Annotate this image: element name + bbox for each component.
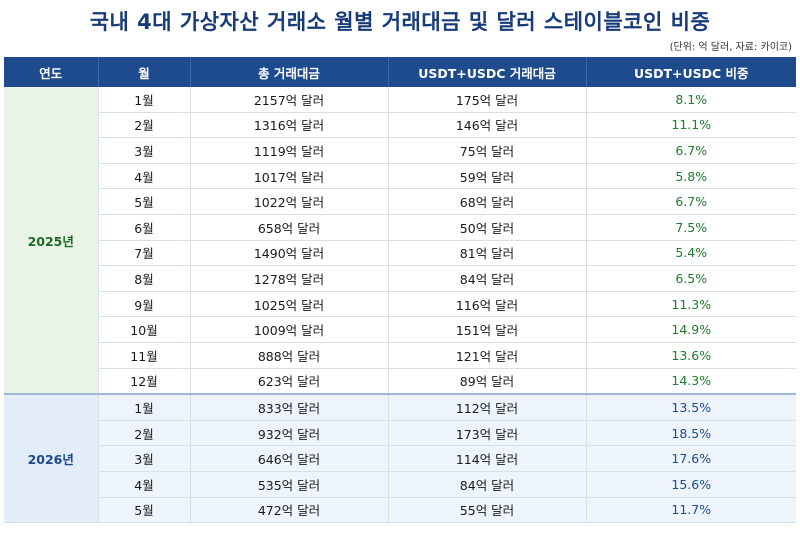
month-cell: 1월 (98, 393, 191, 421)
month-cell: 2월 (98, 112, 191, 139)
header-total: 총 거래대금 (190, 57, 389, 87)
month-cell: 5월 (98, 188, 191, 215)
header-year: 연도 (4, 57, 99, 87)
stable-cell: 55억 달러 (388, 497, 587, 524)
ratio-cell: 17.6% (586, 445, 796, 472)
ratio-cell: 6.7% (586, 137, 796, 164)
month-cell: 12월 (98, 368, 191, 395)
total-cell: 646억 달러 (190, 445, 389, 472)
year-cell: 2025년 (4, 87, 99, 395)
ratio-cell: 13.5% (586, 393, 796, 421)
stable-cell: 84억 달러 (388, 265, 587, 292)
table-body: 2025년 1월 2157억 달러 175억 달러 8.1% 2월 1316억 달러 146억… (4, 87, 796, 524)
month-cell: 6월 (98, 214, 191, 241)
stable-cell: 50억 달러 (388, 214, 587, 241)
total-cell: 1278억 달러 (190, 265, 389, 292)
table-row: 11월 888억 달러 121억 달러 13.6% (4, 342, 796, 369)
header-ratio: USDT+USDC 비중 (586, 57, 796, 87)
month-cell: 10월 (98, 316, 191, 343)
data-table: 연도 월 총 거래대금 USDT+USDC 거래대금 USDT+USDC 비중 … (4, 57, 796, 524)
table-row: 2025년 1월 2157억 달러 175억 달러 8.1% (4, 87, 796, 395)
ratio-cell: 14.9% (586, 316, 796, 343)
ratio-cell: 6.5% (586, 265, 796, 292)
page-title: 국내 4대 가상자산 거래소 월별 거래대금 및 달러 스테이블코인 비중 (89, 10, 711, 34)
month-cell: 3월 (98, 445, 191, 472)
total-cell: 1017억 달러 (190, 163, 389, 190)
month-cell: 3월 (98, 137, 191, 164)
total-cell: 535억 달러 (190, 471, 389, 498)
stable-cell: 75억 달러 (388, 137, 587, 164)
table-row: 2월 1316억 달러 146억 달러 11.1% (4, 112, 796, 139)
table-row: 2월 932억 달러 173억 달러 18.5% (4, 420, 796, 447)
total-cell: 888억 달러 (190, 342, 389, 369)
ratio-cell: 14.3% (586, 368, 796, 395)
ratio-cell: 5.4% (586, 240, 796, 267)
unit-note: (단위: 억 달러, 자료: 카이코) (669, 42, 792, 53)
table-row: 4월 535억 달러 84억 달러 15.6% (4, 471, 796, 498)
ratio-cell: 8.1% (586, 87, 796, 113)
table-row: 3월 646억 달러 114억 달러 17.6% (4, 445, 796, 472)
table-row: 6월 658억 달러 50억 달러 7.5% (4, 214, 796, 241)
total-cell: 1009억 달러 (190, 316, 389, 343)
month-cell: 1월 (98, 87, 191, 113)
month-cell: 2월 (98, 420, 191, 447)
table-row: 5월 1022억 달러 68억 달러 6.7% (4, 188, 796, 215)
table-row: 4월 1017억 달러 59억 달러 5.8% (4, 163, 796, 190)
total-cell: 472억 달러 (190, 497, 389, 524)
stable-cell: 173억 달러 (388, 420, 587, 447)
table-row: 3월 1119억 달러 75억 달러 6.7% (4, 137, 796, 164)
stable-cell: 114억 달러 (388, 445, 587, 472)
stable-cell: 121억 달러 (388, 342, 587, 369)
stable-cell: 175억 달러 (388, 87, 587, 113)
month-cell: 7월 (98, 240, 191, 267)
table-row: 7월 1490억 달러 81억 달러 5.4% (4, 240, 796, 267)
total-cell: 1025억 달러 (190, 291, 389, 318)
table-row: 9월 1025억 달러 116억 달러 11.3% (4, 291, 796, 318)
ratio-cell: 7.5% (586, 214, 796, 241)
month-cell: 5월 (98, 497, 191, 524)
total-cell: 1119억 달러 (190, 137, 389, 164)
stable-cell: 81억 달러 (388, 240, 587, 267)
month-cell: 4월 (98, 471, 191, 498)
total-cell: 658억 달러 (190, 214, 389, 241)
ratio-cell: 6.7% (586, 188, 796, 215)
month-cell: 11월 (98, 342, 191, 369)
header-row: 연도 월 총 거래대금 USDT+USDC 거래대금 USDT+USDC 비중 (4, 57, 796, 87)
stable-cell: 59억 달러 (388, 163, 587, 190)
month-cell: 9월 (98, 291, 191, 318)
table-row: 10월 1009억 달러 151억 달러 14.9% (4, 316, 796, 343)
stable-cell: 84억 달러 (388, 471, 587, 498)
ratio-cell: 18.5% (586, 420, 796, 447)
year-cell: 2026년 (4, 393, 99, 524)
total-cell: 2157억 달러 (190, 87, 389, 113)
ratio-cell: 11.3% (586, 291, 796, 318)
table-row: 12월 623억 달러 89억 달러 14.3% (4, 368, 796, 395)
month-cell: 4월 (98, 163, 191, 190)
total-cell: 1490억 달러 (190, 240, 389, 267)
total-cell: 623억 달러 (190, 368, 389, 395)
month-cell: 8월 (98, 265, 191, 292)
table-row: 2026년 1월 833억 달러 112억 달러 13.5% (4, 393, 796, 524)
ratio-cell: 11.1% (586, 112, 796, 139)
stable-cell: 112억 달러 (388, 393, 587, 421)
total-cell: 1316억 달러 (190, 112, 389, 139)
total-cell: 833억 달러 (190, 393, 389, 421)
total-cell: 1022억 달러 (190, 188, 389, 215)
stable-cell: 151억 달러 (388, 316, 587, 343)
table-row: 8월 1278억 달러 84억 달러 6.5% (4, 265, 796, 292)
stable-cell: 89억 달러 (388, 368, 587, 395)
stable-cell: 146억 달러 (388, 112, 587, 139)
stable-cell: 116억 달러 (388, 291, 587, 318)
header-month: 월 (98, 57, 191, 87)
header-stable: USDT+USDC 거래대금 (388, 57, 587, 87)
ratio-cell: 11.7% (586, 497, 796, 524)
ratio-cell: 5.8% (586, 163, 796, 190)
table-row: 5월 472억 달러 55억 달러 11.7% (4, 497, 796, 524)
ratio-cell: 15.6% (586, 471, 796, 498)
ratio-cell: 13.6% (586, 342, 796, 369)
total-cell: 932억 달러 (190, 420, 389, 447)
stable-cell: 68억 달러 (388, 188, 587, 215)
